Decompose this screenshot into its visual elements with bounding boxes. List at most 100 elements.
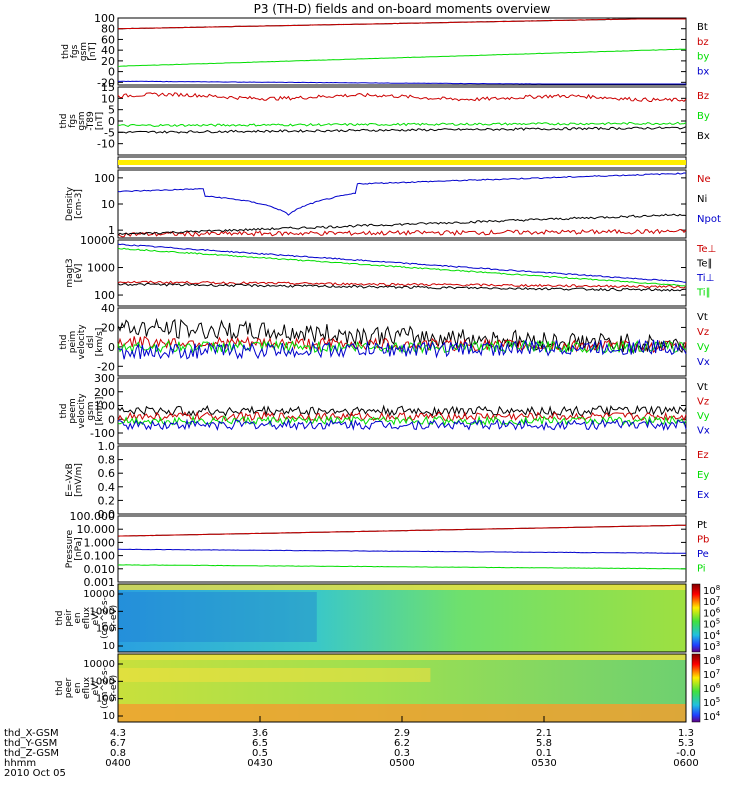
xaxis-row-label: thd_Y-GSM — [4, 738, 57, 749]
colorbar-label: 105 — [703, 696, 720, 709]
series-density-Ni — [117, 213, 687, 236]
ylabel-peir: peir — [64, 609, 74, 627]
ytick-label: 100 — [96, 694, 115, 705]
frame-pressure — [117, 515, 687, 583]
ytick-label: -100 — [90, 427, 115, 440]
ytick-label: 60 — [101, 33, 115, 46]
ylabel-peir: sr-eV) — [109, 605, 119, 631]
legend-Pb: Pb — [697, 535, 709, 546]
ytick-label: 100 — [94, 289, 115, 302]
xaxis-value: 6.7 — [110, 738, 126, 749]
xaxis-value: 0.3 — [394, 748, 410, 759]
legend-Ez: Ez — [697, 450, 709, 461]
legend-Vt: Vt — [697, 312, 708, 323]
ytick-label: 1000 — [87, 262, 115, 275]
legend-Vx: Vx — [697, 357, 710, 368]
ytick-label: 0 — [108, 341, 115, 354]
legend-Ex: Ex — [697, 490, 709, 501]
ylabel-peim: velocity — [77, 324, 87, 360]
legend-Vy: Vy — [697, 342, 710, 353]
ytick-label: 1.000 — [84, 536, 116, 549]
ytick-label: 1.0 — [98, 440, 116, 453]
legend-bz: bz — [697, 37, 709, 48]
ytick-label: 100 — [94, 172, 115, 185]
ylabel-peir: eV/ — [91, 610, 101, 626]
xaxis-value: 0600 — [673, 758, 698, 769]
plot-title: P3 (TH-D) fields and on-board moments ov… — [254, 2, 551, 16]
ylabel-peer: thd — [55, 681, 65, 696]
ytick-label: 10 — [101, 92, 115, 105]
ylabel-fgs_lo: thd — [59, 114, 69, 129]
xaxis-value: 0.8 — [110, 748, 126, 759]
ylabel-density: [cm-3] — [74, 189, 84, 219]
series-peim-Vx — [117, 338, 687, 360]
ytick-label: 0.010 — [84, 563, 116, 576]
xaxis-value: 0.1 — [536, 748, 552, 759]
legend-bx: bx — [697, 66, 709, 77]
ylabel-fgs: thd — [61, 44, 71, 59]
ylabel-peer: eflux — [82, 676, 92, 699]
colorbar-label: 103 — [703, 640, 720, 653]
legend-Npot: Npot — [697, 214, 721, 225]
ylabel-temps: magt3 — [65, 258, 75, 287]
series-fgs-bx — [117, 80, 686, 85]
series-pressure-Pi — [117, 564, 687, 570]
legend-Vz: Vz — [697, 397, 709, 408]
ylabel-peer: en — [73, 682, 83, 693]
series-density-Npot — [117, 172, 687, 216]
ytick-label: 100 — [94, 12, 115, 25]
series-peem-Vt — [117, 404, 687, 418]
yellow-flag-bar — [118, 160, 686, 165]
ytick-label: 15 — [101, 81, 115, 94]
panel-pressure: Pressure [nPa] 100.00010.0001.0000.1000.01… — [65, 510, 709, 589]
series-pressure-Pe — [117, 548, 687, 554]
frame-temps — [117, 239, 687, 307]
ytick-label: 10000 — [83, 589, 115, 600]
colorbar-label: 108 — [703, 654, 720, 667]
series-temps-Te⊥ — [117, 280, 687, 289]
ytick-label: 20 — [101, 321, 115, 334]
frame-peem — [117, 377, 687, 445]
ytick-label: 200 — [94, 386, 115, 399]
series-temps-Ti⊥ — [117, 243, 686, 283]
ytick-label: 10000 — [80, 234, 115, 247]
colorbar-label: 106 — [703, 682, 721, 695]
xaxis-row-label: hhmm — [4, 758, 36, 769]
xaxis-value: 2.1 — [536, 728, 552, 739]
xaxis-value: 1.3 — [678, 728, 694, 739]
panel-density: Density [cm-3] 100 10 1 Ne Ni Npot — [65, 169, 721, 239]
ytick-label: -10 — [97, 138, 115, 151]
xaxis-value: 4.3 — [110, 728, 126, 739]
panel-peim: thd peim velocity dsl [km/s] 40 20 0 -20 Vt Vz Vy Vx — [59, 302, 710, 377]
legend-Pe: Pe — [697, 549, 709, 560]
frame-fgs — [117, 17, 687, 86]
spectrogram-peir — [118, 584, 686, 652]
series-fgs_lo-Bx — [117, 126, 687, 134]
ytick-label: 10 — [102, 641, 115, 652]
spectrogram-band-low — [118, 592, 317, 642]
ylabel-fgs: [nT] — [88, 42, 98, 60]
ytick-label: 0.100 — [84, 550, 116, 563]
series-peim-Vt — [117, 317, 687, 355]
xaxis-row-label: thd_X-GSM — [4, 728, 59, 739]
ytick-label: 100 — [96, 624, 115, 635]
ytick-label: 20 — [101, 55, 115, 68]
legend-Bt: Bt — [697, 22, 708, 33]
ytick-label: 80 — [101, 23, 115, 36]
colorbar-label: 107 — [703, 668, 720, 681]
legend-Te∥: Te∥ — [696, 259, 713, 270]
legend-Pi: Pi — [697, 564, 706, 575]
ytick-label: -20 — [97, 360, 115, 373]
ylabel-peer: (cm^2-s- — [100, 667, 110, 709]
xaxis-value: 0.5 — [252, 748, 268, 759]
panel-temps: magt3 [eV] 10000 1000 100 Te⊥ Te∥ Ti⊥ Ti∥ — [65, 234, 716, 307]
series-temps-Te∥ — [117, 282, 686, 292]
xaxis-value: 5.3 — [678, 738, 694, 749]
ytick-label: 0 — [108, 66, 115, 79]
ytick-label: 0.2 — [98, 494, 116, 507]
ytick-label: 0.8 — [98, 454, 116, 467]
